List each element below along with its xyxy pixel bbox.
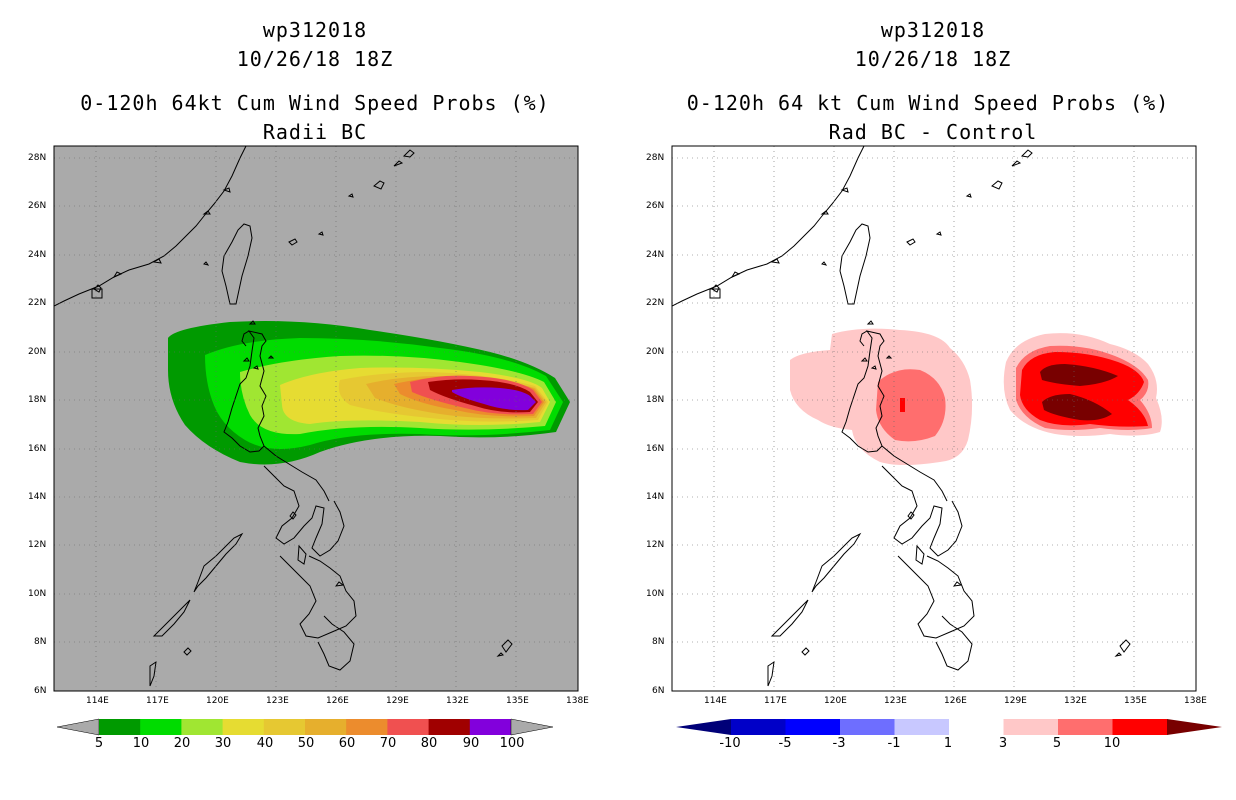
- lon-label: 129E: [386, 696, 409, 706]
- left-title-2: 10/26/18 18Z: [236, 47, 394, 71]
- lat-label: 26N: [28, 201, 47, 211]
- colorbar-label: 60: [338, 736, 356, 751]
- colorbar-label: 90: [462, 736, 480, 751]
- right-title-2: 10/26/18 18Z: [854, 47, 1012, 71]
- colorbar-label: 50: [297, 736, 315, 751]
- lat-label: 6N: [652, 686, 665, 696]
- lat-label: 8N: [652, 637, 665, 647]
- lat-label: 26N: [646, 201, 665, 211]
- colorbar-label: 100: [499, 736, 525, 751]
- right-title-1: wp312018: [880, 18, 986, 42]
- colorbar-swatch: [469, 719, 512, 735]
- lat-label: 18N: [28, 395, 47, 405]
- colorbar-label: 30: [214, 736, 232, 751]
- lat-label: 10N: [646, 589, 665, 599]
- colorbar-swatch: [222, 719, 265, 735]
- left-title-1: wp312018: [262, 18, 368, 42]
- lat-label: 10N: [28, 589, 47, 599]
- right-colorbar: [676, 719, 1222, 735]
- left-title-3: 0-120h 64kt Cum Wind Speed Probs (%): [80, 91, 550, 115]
- colorbar-swatch: [387, 719, 430, 735]
- colorbar-label: -5: [778, 736, 792, 751]
- colorbar-label: -10: [719, 736, 741, 751]
- left-colorbar: [56, 718, 554, 736]
- lat-label: 18N: [646, 395, 665, 405]
- colorbar-label: 10: [1103, 736, 1121, 751]
- lat-label: 14N: [646, 492, 665, 502]
- lat-label: 12N: [28, 540, 47, 550]
- lon-label: 120E: [824, 696, 847, 706]
- lat-label: 20N: [646, 347, 665, 357]
- lat-label: 16N: [28, 444, 47, 454]
- lat-label: 8N: [34, 637, 47, 647]
- left-title-4: Radii BC: [262, 120, 368, 144]
- lat-label: 22N: [28, 298, 47, 308]
- colorbar-end-low: [56, 718, 100, 736]
- lon-label: 126E: [326, 696, 349, 706]
- colorbar-label: 5: [94, 736, 104, 751]
- lat-label: 24N: [28, 250, 47, 260]
- lon-label: 114E: [704, 696, 727, 706]
- colorbar-label: -3: [832, 736, 846, 751]
- lat-label: 20N: [28, 347, 47, 357]
- colorbar-swatch: [346, 719, 388, 735]
- colorbar-swatch: [894, 719, 950, 735]
- lon-label: 120E: [206, 696, 229, 706]
- colorbar-swatch: [263, 719, 306, 735]
- lon-label: 135E: [1124, 696, 1147, 706]
- colorbar-end-high: [1167, 719, 1222, 735]
- lat-label: 14N: [28, 492, 47, 502]
- colorbar-label: -1: [887, 736, 901, 751]
- lon-label: 138E: [566, 696, 589, 706]
- lat-label: 22N: [646, 298, 665, 308]
- lat-label: 28N: [28, 153, 47, 163]
- lat-label: 6N: [34, 686, 47, 696]
- colorbar-swatch: [181, 719, 224, 735]
- lon-label: 123E: [884, 696, 907, 706]
- colorbar-label: 5: [1052, 736, 1062, 751]
- lon-label: 126E: [944, 696, 967, 706]
- colorbar-end-low: [676, 719, 731, 735]
- colorbar-swatch: [731, 719, 786, 735]
- right-title-3: 0-120h 64 kt Cum Wind Speed Probs (%): [686, 91, 1170, 115]
- colorbar-swatch: [840, 719, 895, 735]
- lon-label: 132E: [1064, 696, 1087, 706]
- lat-label: 24N: [646, 250, 665, 260]
- left-map-panel: [53, 145, 579, 692]
- colorbar-swatch: [428, 719, 471, 735]
- colorbar-end-high: [510, 718, 554, 736]
- lat-label: 28N: [646, 153, 665, 163]
- right-difference-contours: [672, 146, 1196, 691]
- colorbar-swatch: [305, 719, 347, 735]
- lon-label: 117E: [764, 696, 787, 706]
- lon-label: 123E: [266, 696, 289, 706]
- colorbar-label: 80: [420, 736, 438, 751]
- lon-label: 132E: [446, 696, 469, 706]
- colorbar-swatch: [1112, 719, 1168, 735]
- left-probability-contours: [54, 146, 578, 691]
- colorbar-swatch: [140, 719, 182, 735]
- right-title-4: Rad BC - Control: [828, 120, 1038, 144]
- colorbar-swatch: [949, 719, 1004, 735]
- colorbar-label: 70: [379, 736, 397, 751]
- colorbar-label: 1: [943, 736, 953, 751]
- right-map-panel: [671, 145, 1197, 692]
- colorbar-label: 20: [173, 736, 191, 751]
- colorbar-label: 3: [998, 736, 1008, 751]
- lat-label: 16N: [646, 444, 665, 454]
- lon-label: 135E: [506, 696, 529, 706]
- lat-label: 12N: [646, 540, 665, 550]
- colorbar-swatch: [99, 719, 141, 735]
- lon-label: 129E: [1004, 696, 1027, 706]
- colorbar-swatch: [1003, 719, 1059, 735]
- colorbar-label: 10: [132, 736, 150, 751]
- lon-label: 117E: [146, 696, 169, 706]
- colorbar-swatch: [785, 719, 841, 735]
- lon-label: 138E: [1184, 696, 1207, 706]
- lon-label: 114E: [86, 696, 109, 706]
- colorbar-label: 40: [256, 736, 274, 751]
- colorbar-swatch: [1058, 719, 1113, 735]
